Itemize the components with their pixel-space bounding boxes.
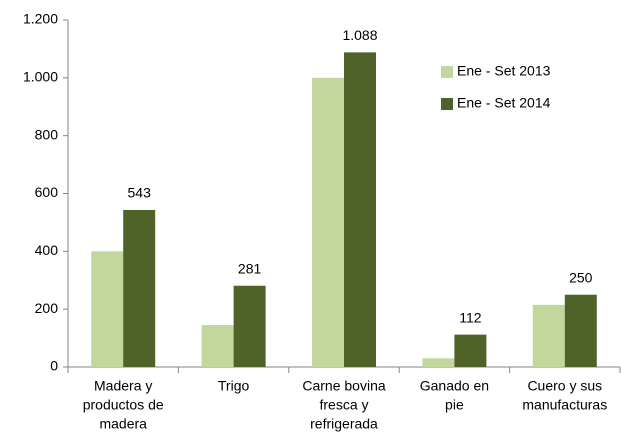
- x-tick-label: productos de: [83, 397, 164, 413]
- legend-label: Ene - Set 2013: [457, 63, 551, 79]
- y-tick-label: 1.200: [23, 11, 58, 27]
- bar: [422, 358, 455, 367]
- x-tick-label: Cuero y sus: [527, 378, 602, 394]
- data-label: 1.088: [342, 27, 377, 43]
- x-tick-label: Ganado en: [420, 378, 489, 394]
- y-tick-label: 800: [35, 126, 59, 142]
- bar: [123, 209, 156, 367]
- legend-label: Ene - Set 2014: [457, 95, 551, 111]
- x-tick-label: refrigerada: [310, 416, 378, 432]
- bar: [564, 294, 597, 367]
- x-tick-label: manufacturas: [522, 397, 607, 413]
- data-label: 281: [238, 260, 262, 276]
- legend-swatch: [441, 98, 453, 110]
- bar: [344, 52, 376, 368]
- data-label: 250: [569, 269, 593, 285]
- bar: [233, 285, 266, 367]
- x-tick-label: pie: [445, 397, 464, 413]
- y-tick-label: 0: [50, 358, 58, 374]
- y-tick-label: 600: [35, 184, 59, 200]
- x-tick-label: Madera y: [94, 378, 152, 394]
- bar: [312, 77, 344, 367]
- y-tick-label: 400: [35, 242, 59, 258]
- x-tick-label: fresca y: [319, 397, 368, 413]
- bar: [201, 325, 234, 367]
- bar: [454, 334, 487, 367]
- y-tick-label: 200: [35, 300, 59, 316]
- bar: [532, 304, 565, 367]
- data-label: 112: [459, 309, 482, 325]
- x-tick-label: Carne bovina: [302, 378, 385, 394]
- x-tick-label: Trigo: [218, 378, 250, 394]
- bar: [91, 251, 124, 367]
- data-label: 543: [128, 185, 152, 201]
- y-tick-label: 1.000: [23, 69, 58, 85]
- legend-swatch: [441, 66, 453, 78]
- x-tick-label: madera: [99, 416, 147, 432]
